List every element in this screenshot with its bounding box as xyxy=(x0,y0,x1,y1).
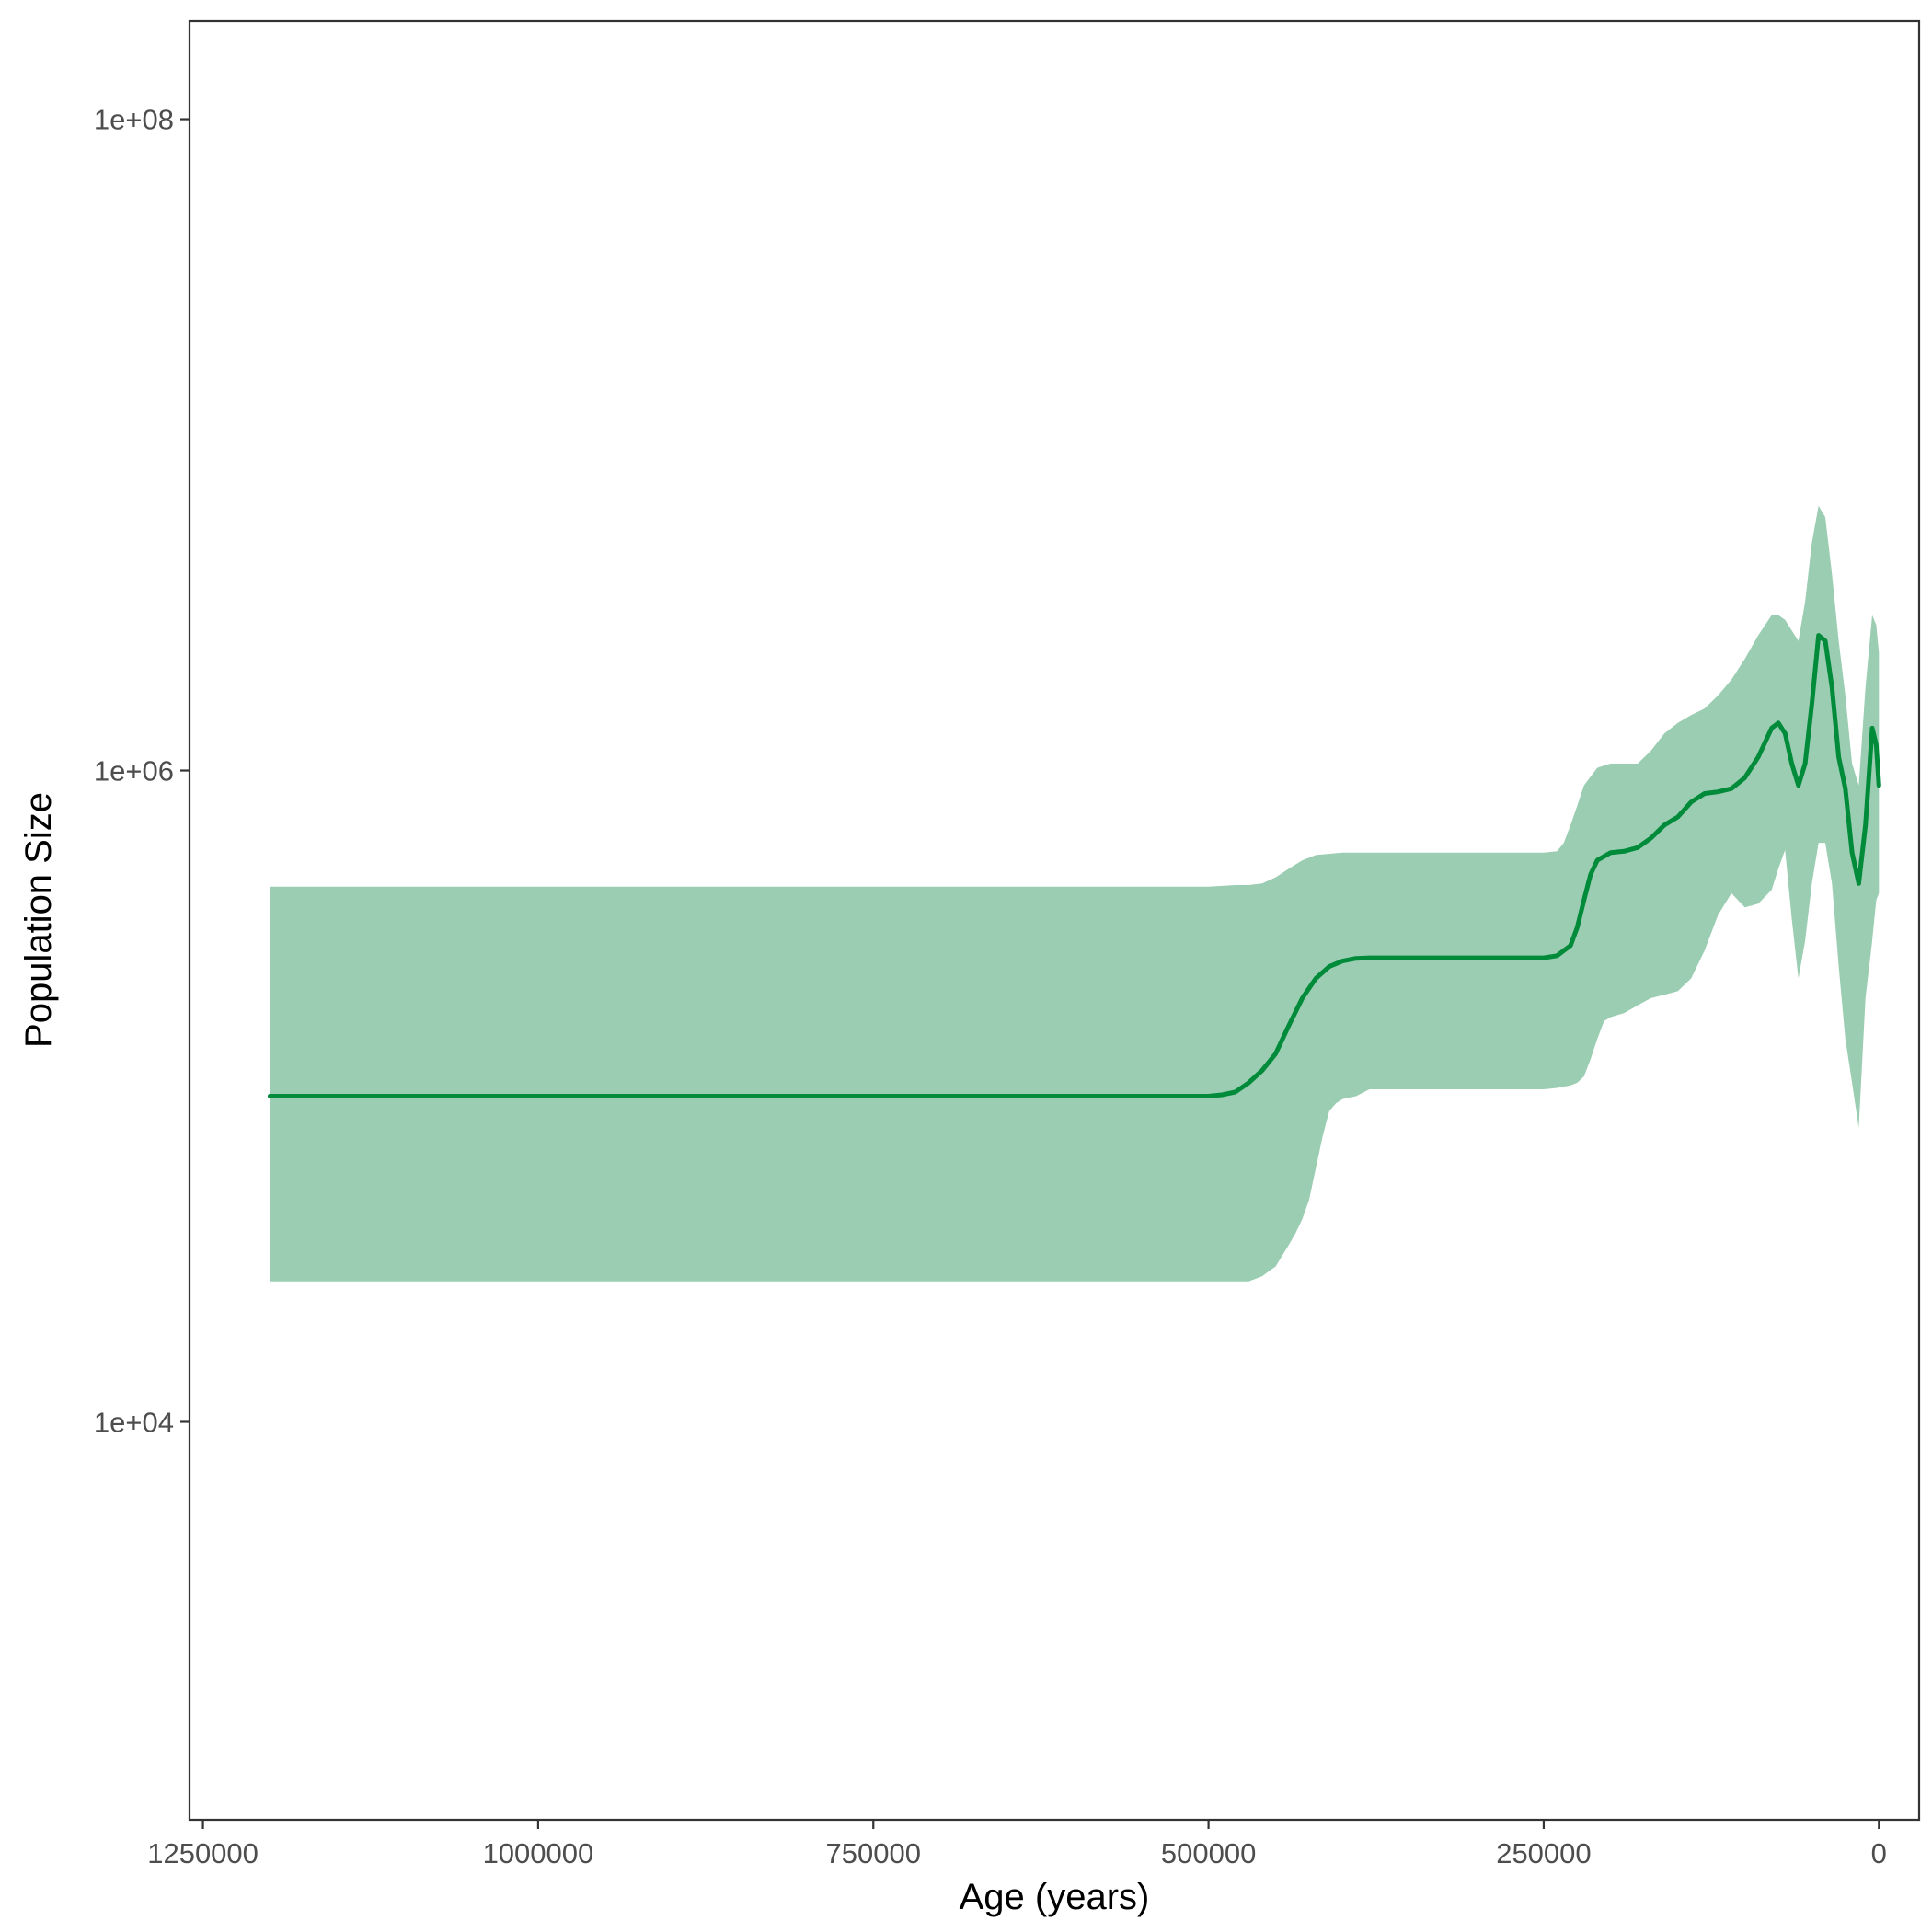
panel-border xyxy=(188,19,1921,1822)
x-tick-label: 500000 xyxy=(1161,1837,1256,1869)
y-tick-label: 1e+08 xyxy=(94,104,174,136)
x-tick-label: 250000 xyxy=(1496,1837,1591,1869)
y-tick-label: 1e+06 xyxy=(94,755,174,788)
plot-layer xyxy=(267,505,1881,1282)
y-axis: 1e+04 1e+06 1e+08 xyxy=(94,104,190,1438)
y-tick-label: 1e+04 xyxy=(94,1406,174,1438)
x-tick-label: 750000 xyxy=(826,1837,921,1869)
x-tick-label: 0 xyxy=(1871,1837,1887,1869)
median-population-line xyxy=(267,633,1881,1098)
y-axis-title: Population Size xyxy=(18,792,59,1048)
x-tick-label: 1250000 xyxy=(147,1837,259,1869)
x-tick-label: 1000000 xyxy=(483,1837,594,1869)
x-axis: 1250000 1000000 750000 500000 250000 0 xyxy=(147,1820,1887,1869)
x-axis-title: Age (years) xyxy=(960,1877,1150,1917)
confidence-band xyxy=(270,505,1880,1282)
